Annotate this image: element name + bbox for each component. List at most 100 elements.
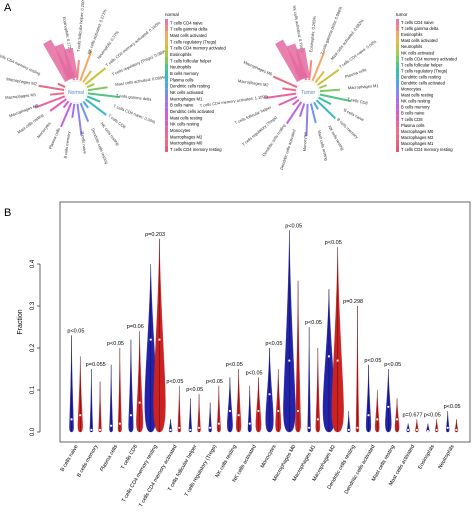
legend-entry: Dendritic cells resting bbox=[170, 84, 210, 89]
radial-bar bbox=[38, 84, 65, 92]
legend-entry: Macrophages M1 bbox=[401, 141, 434, 146]
radial-spoke-label: Eosinophils: 0.265% bbox=[308, 15, 317, 52]
violin-median bbox=[327, 355, 331, 358]
radial-spoke-label: T cells CD4 memory activated: 1.109% bbox=[199, 94, 269, 109]
legend-swatch bbox=[396, 145, 399, 152]
legend-entry: B cells memory bbox=[401, 105, 431, 110]
radial-spoke-label: T cells CD8 bbox=[107, 113, 127, 130]
legend-entry: Neutrophils bbox=[170, 65, 191, 70]
radial-bar bbox=[86, 83, 95, 89]
radial-spoke-label: Monocytes bbox=[36, 121, 52, 139]
p-value-label: p<0.05 bbox=[107, 341, 124, 347]
violin-median bbox=[169, 428, 172, 431]
violin-median bbox=[395, 418, 399, 421]
legend-entry: Macrophages M2 bbox=[401, 135, 434, 140]
violin-median bbox=[189, 428, 192, 431]
y-tick-label: 0.1 bbox=[30, 385, 36, 394]
radial-bar bbox=[84, 67, 107, 86]
radial-spoke-label: Dendritic cells activated bbox=[279, 129, 297, 171]
radial-bar bbox=[84, 98, 107, 116]
legend-swatch bbox=[396, 31, 399, 38]
y-tick-label: 0.2 bbox=[30, 343, 36, 352]
legend-entry: Mast cells activated bbox=[401, 38, 438, 43]
legend-swatch bbox=[396, 67, 399, 74]
legend-swatch bbox=[396, 43, 399, 50]
legend-swatch bbox=[396, 139, 399, 146]
legend-swatch bbox=[165, 88, 168, 95]
legend-swatch bbox=[165, 145, 168, 152]
legend-entry: Dendritic cells activated bbox=[170, 109, 215, 114]
legend-entry: Dendritic cells activated bbox=[401, 81, 446, 86]
panel-a-label: A bbox=[4, 2, 12, 14]
legend-entry: Monocytes bbox=[170, 128, 190, 133]
legend-entry: Neutrophils bbox=[401, 44, 422, 49]
radial-bar bbox=[305, 103, 309, 137]
radial-spoke-label: T cells gamma delta bbox=[116, 93, 153, 102]
violin-median bbox=[415, 428, 418, 431]
radial-spoke-label: Mast cells resting bbox=[317, 130, 329, 161]
legend-entry: Mast cells resting bbox=[401, 93, 434, 98]
radial-spoke-label: Macrophages M1 bbox=[5, 92, 37, 100]
legend-entry: Macrophages M0 bbox=[170, 141, 203, 146]
violin-median bbox=[435, 428, 438, 431]
radial-spoke-label: B cells memory bbox=[336, 117, 359, 140]
radial-spoke-label: Monocytes bbox=[302, 132, 308, 152]
violin-median bbox=[197, 426, 201, 429]
legend-swatch bbox=[165, 139, 168, 146]
legend-swatch bbox=[165, 133, 168, 140]
p-value-label: p<0.05 bbox=[186, 387, 203, 393]
violin-median bbox=[356, 426, 359, 429]
p-value-labels: p<0.05p=0.055p<0.05p=0.06p=0.203p<0.05p<… bbox=[67, 223, 460, 418]
radial-bar bbox=[87, 92, 120, 99]
legend-entry: T cells regulatory (Tregs) bbox=[170, 39, 217, 44]
radial-plot-normal: Eosinophils: 0.172% T cells follicular he… bbox=[0, 0, 226, 165]
p-value-label: p=0.06 bbox=[127, 324, 144, 330]
radial-bar bbox=[76, 103, 83, 136]
p-value-label: p<0.05 bbox=[424, 412, 441, 418]
radial-bar bbox=[319, 88, 340, 93]
legend-entry: Macrophages M1 bbox=[170, 96, 203, 101]
legend-entry: Macrophages M2 bbox=[170, 134, 203, 139]
legend-swatch bbox=[396, 25, 399, 32]
legend-entry: NK cells resting bbox=[170, 122, 200, 127]
violin-median bbox=[138, 401, 141, 404]
legend-entry: NK cells activated bbox=[170, 90, 204, 95]
radial-bar bbox=[60, 102, 73, 128]
panel-b-label: B bbox=[4, 207, 11, 219]
radial-bar bbox=[79, 50, 93, 82]
radial-bar bbox=[264, 92, 297, 100]
violin-median bbox=[308, 426, 311, 429]
legend-swatch bbox=[396, 121, 399, 128]
violin-median bbox=[70, 418, 73, 421]
legend-swatch bbox=[165, 57, 168, 64]
p-value-label: p<0.05 bbox=[226, 362, 243, 368]
radial-bar bbox=[318, 96, 332, 106]
radial-spoke-label: T cells CD8 bbox=[347, 96, 369, 105]
radial-spoke-label: T cells CD4 memory activated: 0.165% bbox=[105, 20, 162, 68]
violin-median bbox=[158, 338, 161, 341]
legend-swatch bbox=[165, 120, 168, 127]
radial-center-label: Tumor bbox=[301, 90, 316, 96]
legend-entry: T cells CD4 memory resting bbox=[401, 147, 453, 152]
radial-bar bbox=[278, 95, 298, 106]
radial-spoke-label: Macrophages M2 bbox=[6, 76, 38, 86]
legend-swatch bbox=[165, 19, 168, 26]
legend-entry: T cells CD4 memory activated bbox=[170, 46, 226, 51]
legend-swatch bbox=[396, 97, 399, 104]
legend-swatch bbox=[396, 61, 399, 68]
radial-bar bbox=[318, 84, 328, 89]
violin-median bbox=[316, 418, 319, 421]
legend-entry: Monocytes bbox=[401, 87, 421, 92]
legend-swatch bbox=[396, 115, 399, 122]
violin-median bbox=[118, 422, 121, 425]
radial-bar bbox=[315, 99, 337, 120]
radial-spoke-label: Plasma cells bbox=[48, 127, 61, 150]
legend-entry: NK cells resting bbox=[401, 99, 431, 104]
radial-spoke-label: Eosinophils: 0.172% bbox=[62, 16, 73, 53]
radial-bar bbox=[49, 98, 67, 112]
legend-swatch bbox=[165, 82, 168, 89]
legend-swatch bbox=[165, 126, 168, 133]
radial-bar bbox=[319, 93, 352, 103]
radial-bar bbox=[87, 86, 108, 92]
